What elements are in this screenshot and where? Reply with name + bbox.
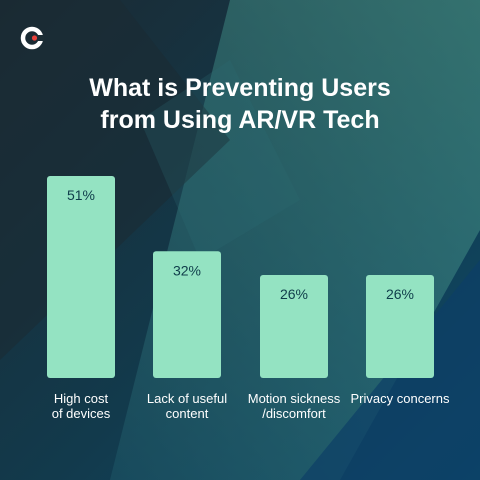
bar-3 <box>260 275 328 378</box>
category-label-2: Lack of useful content <box>146 391 228 421</box>
title-line-1: What is Preventing Users <box>89 74 391 102</box>
bar-value-label-4: 26% <box>386 286 414 302</box>
title-line-2: from Using AR/VR Tech <box>100 106 380 134</box>
c-logo-icon <box>20 26 44 50</box>
bar-4 <box>366 275 434 378</box>
bar-2 <box>153 251 221 378</box>
chart-title: What is Preventing Users from Using AR/V… <box>0 72 480 136</box>
category-label-3: Motion sickness /discomfort <box>247 391 341 421</box>
bar-1 <box>47 176 115 378</box>
category-label-1: High cost of devices <box>51 391 111 421</box>
bar-value-label-3: 26% <box>280 286 308 302</box>
category-label-4: Privacy concerns <box>350 391 450 406</box>
bar-value-label-1: 51% <box>67 187 95 203</box>
bar-value-label-2: 32% <box>173 262 201 278</box>
